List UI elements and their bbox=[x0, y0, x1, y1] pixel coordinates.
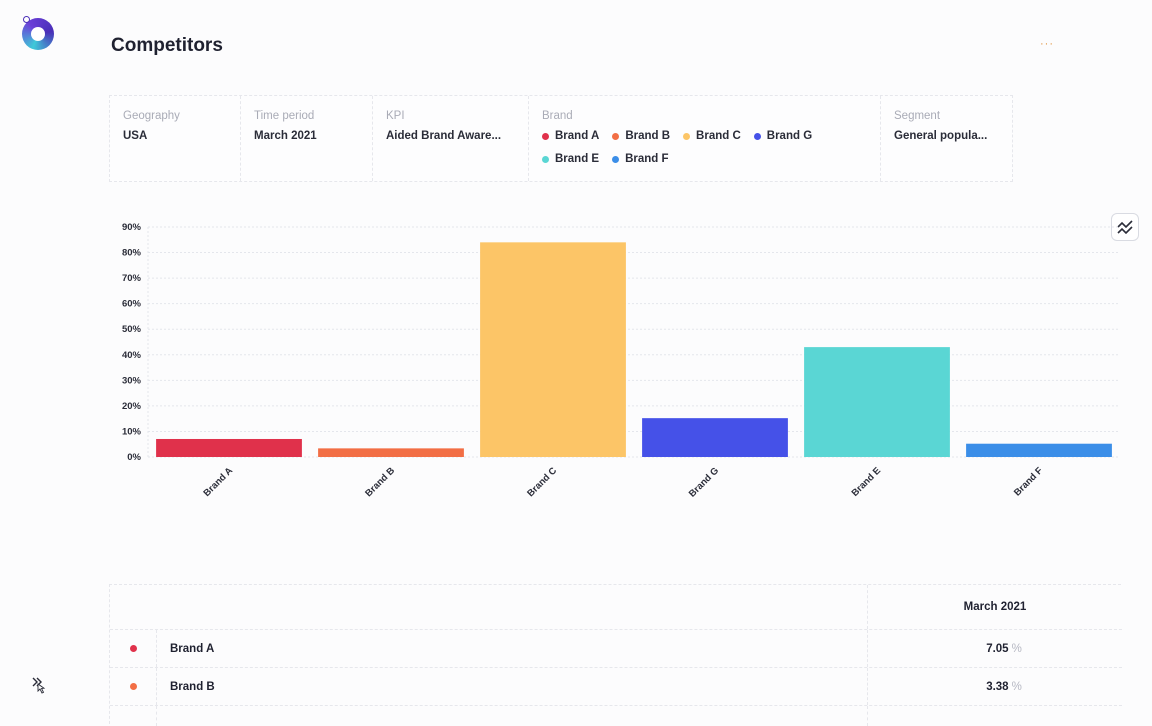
table-row[interactable]: Brand A 7.05% bbox=[110, 630, 1122, 668]
row-value-cell: 3.38% bbox=[867, 668, 1122, 705]
brand-filter-item[interactable]: Brand A bbox=[542, 130, 599, 142]
brand-color-dot bbox=[612, 132, 620, 140]
row-brand-name: Brand B bbox=[170, 680, 215, 693]
row-value: 7.05 bbox=[986, 642, 1009, 655]
table-header-row: March 2021 bbox=[110, 585, 1122, 630]
double-chevron-icon bbox=[32, 677, 46, 694]
brand-filter-item-label: Brand C bbox=[696, 130, 741, 142]
x-tick-label: Brand G bbox=[687, 465, 721, 499]
x-tick-label: Brand F bbox=[1012, 465, 1045, 498]
data-table: March 2021 Brand A 7.05% Brand B 3.38% bbox=[109, 584, 1122, 726]
filter-time-period-value: March 2021 bbox=[254, 130, 317, 142]
x-tick-label: Brand E bbox=[850, 465, 884, 499]
column-header-march-2021[interactable]: March 2021 bbox=[867, 585, 1122, 629]
row-unit: % bbox=[1011, 680, 1022, 693]
y-tick-label: 20% bbox=[122, 401, 142, 412]
brand-filter-item[interactable]: Brand E bbox=[542, 153, 599, 165]
y-tick-label: 0% bbox=[127, 452, 141, 463]
collapse-sidebar-button[interactable] bbox=[30, 674, 50, 694]
bar[interactable] bbox=[318, 448, 464, 457]
brand-legend-list: Brand A Brand B Brand C Brand G Brand E Brand… bbox=[542, 130, 832, 176]
filter-geography-value: USA bbox=[123, 130, 148, 142]
brand-color-dot bbox=[612, 155, 620, 163]
filter-kpi[interactable]: KPI Aided Brand Aware... bbox=[373, 96, 529, 181]
y-tick-label: 40% bbox=[122, 350, 142, 361]
y-tick-label: 50% bbox=[122, 324, 142, 335]
y-tick-label: 80% bbox=[122, 248, 142, 259]
filter-brand-label: Brand bbox=[542, 110, 573, 122]
row-value-cell bbox=[867, 706, 1122, 726]
page-title: Competitors bbox=[111, 35, 223, 56]
filter-kpi-value: Aided Brand Aware... bbox=[386, 130, 502, 142]
y-tick-label: 70% bbox=[122, 273, 142, 284]
row-value: 3.38 bbox=[986, 680, 1009, 693]
bar[interactable] bbox=[966, 443, 1112, 457]
brand-filter-item-label: Brand F bbox=[625, 153, 669, 165]
filter-segment-value: General popula... bbox=[894, 130, 988, 142]
line-chart-icon bbox=[1117, 220, 1133, 234]
x-tick-label: Brand B bbox=[363, 465, 397, 499]
bar[interactable] bbox=[642, 418, 788, 457]
row-unit: % bbox=[1011, 642, 1022, 655]
brand-color-dot bbox=[542, 155, 549, 163]
brand-filter-item[interactable]: Brand G bbox=[753, 130, 813, 142]
bar[interactable] bbox=[804, 347, 950, 457]
brand-filter-item-label: Brand E bbox=[555, 153, 600, 165]
filter-segment-label: Segment bbox=[894, 110, 941, 122]
brand-filter-item-label: Brand A bbox=[555, 130, 600, 142]
bar-chart: 0% 10% 20% 30% 40% 50% 60% 70% 80% 90% Brand A Bran… bbox=[122, 222, 1120, 500]
y-tick-label: 90% bbox=[122, 222, 142, 233]
bar[interactable] bbox=[480, 242, 626, 457]
row-brand-name: Brand A bbox=[170, 642, 215, 655]
row-color-dot bbox=[129, 645, 137, 652]
y-tick-label: 30% bbox=[122, 375, 142, 386]
app-logo-dot bbox=[23, 16, 30, 23]
filter-geography[interactable]: Geography USA bbox=[110, 96, 241, 181]
row-value-cell: 7.05% bbox=[867, 630, 1122, 667]
filter-bar: Geography USA Time period March 2021 KPI… bbox=[109, 95, 1013, 182]
row-color-cell bbox=[110, 668, 157, 705]
x-tick-label: Brand C bbox=[525, 465, 559, 499]
brand-filter-item[interactable]: Brand B bbox=[612, 130, 670, 142]
brand-color-dot bbox=[753, 132, 761, 140]
row-color-cell bbox=[110, 630, 157, 667]
app-logo[interactable] bbox=[22, 18, 54, 50]
x-tick-label: Brand A bbox=[201, 465, 235, 499]
y-tick-label: 10% bbox=[122, 426, 142, 437]
filter-time-period-label: Time period bbox=[254, 110, 315, 122]
brand-filter-item[interactable]: Brand C bbox=[683, 130, 741, 142]
chart-type-toggle-button[interactable] bbox=[1111, 213, 1139, 241]
more-options-button[interactable]: ··· bbox=[1040, 38, 1054, 50]
brand-filter-item-label: Brand G bbox=[766, 130, 813, 142]
brand-color-dot bbox=[542, 132, 549, 140]
brand-color-dot bbox=[683, 132, 691, 140]
filter-geography-label: Geography bbox=[123, 110, 180, 122]
filter-segment[interactable]: Segment General popula... bbox=[881, 96, 1012, 181]
brand-filter-item[interactable]: Brand F bbox=[612, 153, 669, 165]
filter-brand[interactable]: Brand Brand A Brand B Brand C Brand G Brand … bbox=[529, 96, 881, 181]
row-color-dot bbox=[129, 683, 137, 690]
table-row-partial bbox=[110, 706, 1122, 726]
table-row[interactable]: Brand B 3.38% bbox=[110, 668, 1122, 706]
filter-time-period[interactable]: Time period March 2021 bbox=[241, 96, 373, 181]
bar[interactable] bbox=[156, 438, 302, 457]
filter-kpi-label: KPI bbox=[386, 110, 405, 122]
row-color-cell bbox=[110, 706, 157, 726]
y-tick-label: 60% bbox=[122, 299, 142, 310]
brand-filter-item-label: Brand B bbox=[625, 130, 671, 142]
